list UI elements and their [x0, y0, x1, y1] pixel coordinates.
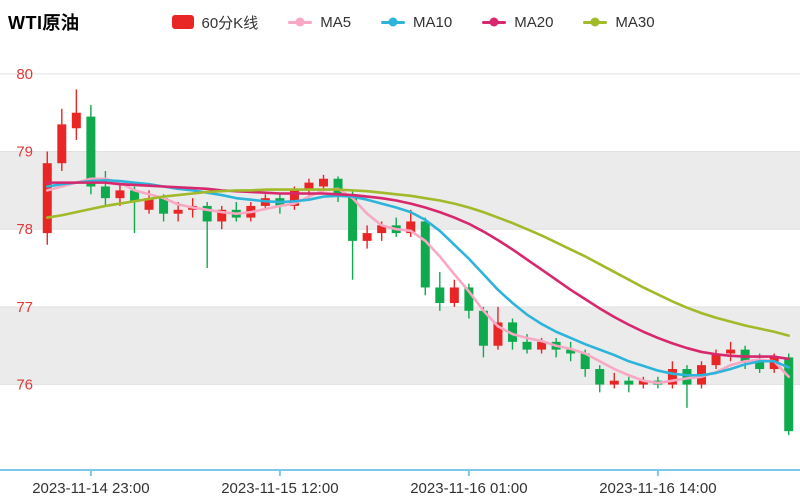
ma30-legend-marker-icon [583, 20, 608, 24]
ma10-legend-label: MA10 [413, 13, 453, 31]
svg-text:2023-11-16 14:00: 2023-11-16 14:00 [599, 480, 716, 497]
kline-legend-marker-icon [171, 15, 194, 29]
svg-text:2023-11-16 01:00: 2023-11-16 01:00 [410, 480, 527, 497]
ma20-legend-label: MA20 [514, 13, 554, 31]
svg-text:78: 78 [16, 221, 33, 238]
page-title: WTI原油 [8, 13, 80, 33]
ma20-legend-marker-icon [482, 20, 507, 24]
legend-item-kline[interactable]: 60分K线 [171, 12, 259, 33]
legend-item-ma[interactable]: MA10 [381, 14, 452, 31]
kline-legend-label: 60分K线 [201, 14, 259, 32]
ma5-legend-marker-icon [288, 20, 313, 24]
legend-item-ma[interactable]: MA20 [482, 14, 553, 31]
ma10-legend-marker-icon [381, 20, 406, 24]
chart-header: WTI原油 60分K线 MA5 MA10 MA20 MA30 [0, 6, 800, 38]
svg-text:77: 77 [16, 299, 33, 316]
svg-text:2023-11-14 23:00: 2023-11-14 23:00 [32, 480, 149, 497]
legend: 60分K线 MA5 MA10 MA20 MA30 [171, 12, 655, 33]
legend-item-ma[interactable]: MA5 [288, 14, 351, 31]
svg-text:76: 76 [16, 377, 33, 394]
svg-text:2023-11-15 12:00: 2023-11-15 12:00 [221, 480, 338, 497]
legend-item-ma[interactable]: MA30 [583, 13, 655, 31]
ma30-legend-label: MA30 [615, 13, 655, 31]
svg-text:79: 79 [16, 144, 33, 161]
ma5-legend-label: MA5 [320, 13, 352, 31]
svg-text:80: 80 [16, 66, 33, 83]
